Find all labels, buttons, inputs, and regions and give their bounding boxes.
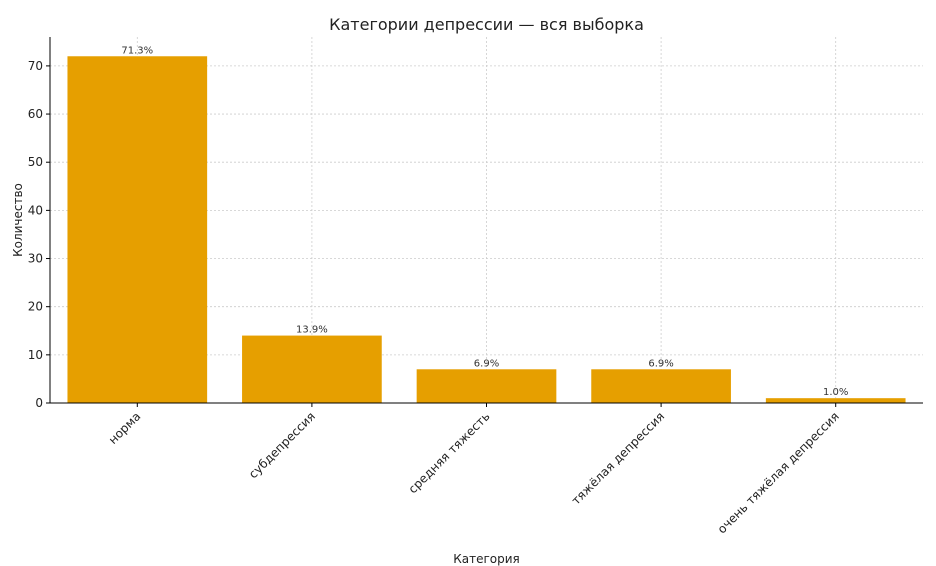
y-tick-label: 10 bbox=[28, 348, 43, 362]
x-tick-label: средняя тяжесть bbox=[406, 409, 493, 496]
bar bbox=[765, 398, 906, 403]
y-tick-label: 0 bbox=[35, 396, 43, 410]
x-tick-label: тяжёлая депрессия bbox=[569, 409, 667, 507]
y-tick-label: 20 bbox=[28, 300, 43, 314]
y-axis-label: Количество bbox=[11, 183, 25, 257]
bars bbox=[67, 56, 906, 404]
bar bbox=[67, 56, 208, 404]
bar bbox=[242, 335, 382, 403]
bar bbox=[591, 369, 731, 403]
data-label: 6.9% bbox=[474, 358, 499, 369]
x-tick-label: очень тяжёлая депрессия bbox=[715, 409, 842, 536]
x-axis: норма субдепрессия средняя тяжесть тяжёлая … bbox=[50, 402, 923, 536]
y-tick-label: 30 bbox=[28, 252, 43, 266]
y-axis: 0 10 20 30 40 50 60 70 bbox=[28, 37, 51, 410]
y-tick-label: 50 bbox=[28, 155, 43, 169]
x-axis-label: Категория bbox=[453, 552, 520, 566]
bar bbox=[416, 369, 557, 403]
x-tick-label: субдепрессия bbox=[246, 409, 318, 481]
y-tick-label: 70 bbox=[28, 59, 43, 73]
x-tick-label: норма bbox=[106, 409, 144, 447]
data-label: 6.9% bbox=[648, 358, 673, 369]
y-tick-label: 60 bbox=[28, 107, 43, 121]
data-labels: 71.3% 13.9% 6.9% 6.9% 1.0% bbox=[121, 45, 848, 398]
data-label: 71.3% bbox=[121, 45, 153, 56]
chart-title: Категории депрессии — вся выборка bbox=[329, 15, 644, 34]
data-label: 13.9% bbox=[296, 325, 328, 336]
y-tick-label: 40 bbox=[28, 203, 43, 217]
data-label: 1.0% bbox=[823, 387, 848, 398]
